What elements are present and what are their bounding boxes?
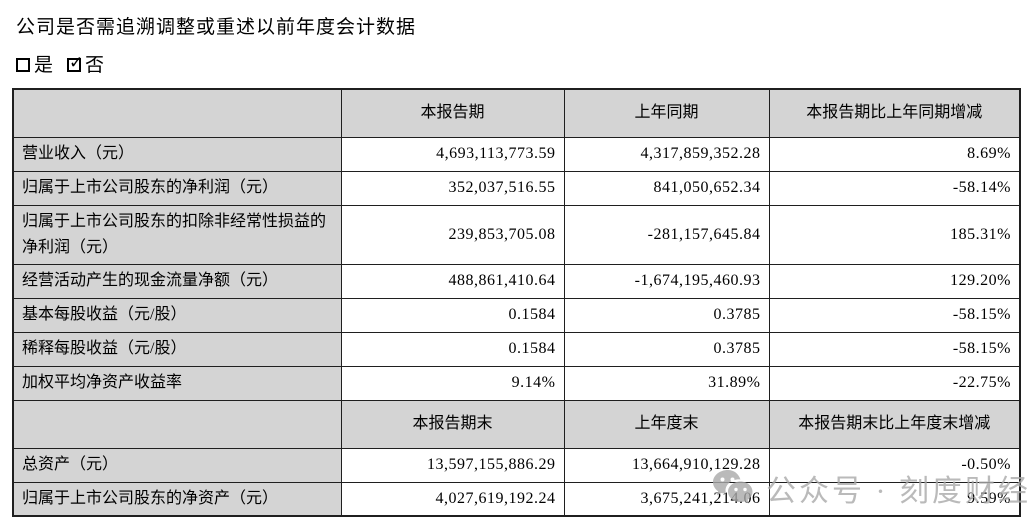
row-label: 基本每股收益（元/股） xyxy=(12,297,342,333)
value-current: 352,037,516.55 xyxy=(340,170,565,206)
row-label: 营业收入（元） xyxy=(12,136,342,172)
row-label: 加权平均净资产收益率 xyxy=(12,365,342,401)
value-current: 13,597,155,886.29 xyxy=(340,447,565,483)
value-change: 8.69% xyxy=(768,136,1021,172)
value-prior: 3,675,241,214.06 xyxy=(563,481,770,517)
value-change: 9.59% xyxy=(768,481,1021,517)
header-blank-cell xyxy=(12,88,342,138)
value-current: 239,853,705.08 xyxy=(340,204,565,265)
value-prior: 31.89% xyxy=(563,365,770,401)
value-prior: 4,317,859,352.28 xyxy=(563,136,770,172)
value-prior: 0.3785 xyxy=(563,331,770,367)
value-change: -0.50% xyxy=(768,447,1021,483)
table-row: 稀释每股收益（元/股） 0.1584 0.3785 -58.15% xyxy=(12,331,1021,367)
table-row: 营业收入（元） 4,693,113,773.59 4,317,859,352.28 8… xyxy=(12,136,1021,172)
header-current-period-end: 本报告期末 xyxy=(340,399,565,449)
value-current: 4,027,619,192.24 xyxy=(340,481,565,517)
value-change: -22.75% xyxy=(768,365,1021,401)
value-prior: -281,157,645.84 xyxy=(563,204,770,265)
checkbox-yes-unchecked-icon xyxy=(16,57,30,72)
table-row: 总资产（元） 13,597,155,886.29 13,664,910,129.28… xyxy=(12,447,1021,483)
table-row: 基本每股收益（元/股） 0.1584 0.3785 -58.15% xyxy=(12,297,1021,333)
table-header-row-end-of-period: 本报告期末 上年度末 本报告期末比上年度末增减 xyxy=(12,399,1021,449)
key-financials-table: 本报告期 上年同期 本报告期比上年同期增减 营业收入（元） 4,693,113,7… xyxy=(12,88,1021,517)
table-row: 归属于上市公司股东的净资产（元） 4,027,619,192.24 3,675,24… xyxy=(12,481,1021,517)
value-current: 488,861,410.64 xyxy=(340,263,565,299)
value-prior: 841,050,652.34 xyxy=(563,170,770,206)
option-yes-label: 是 xyxy=(34,55,54,76)
value-current: 0.1584 xyxy=(340,297,565,333)
row-label: 归属于上市公司股东的净资产（元） xyxy=(12,481,342,517)
value-change: 129.20% xyxy=(768,263,1021,299)
table-row: 归属于上市公司股东的净利润（元） 352,037,516.55 841,050,65… xyxy=(12,170,1021,206)
header-current-period: 本报告期 xyxy=(340,88,565,138)
value-change: -58.15% xyxy=(768,331,1021,367)
restatement-question-text: 公司是否需追溯调整或重述以前年度会计数据 xyxy=(16,17,417,38)
value-prior: 13,664,910,129.28 xyxy=(563,447,770,483)
row-label: 稀释每股收益（元/股） xyxy=(12,331,342,367)
row-label: 总资产（元） xyxy=(12,447,342,483)
header-prior-year-end: 上年度末 xyxy=(563,399,770,449)
table-row: 经营活动产生的现金流量净额（元） 488,861,410.64 -1,674,195… xyxy=(12,263,1021,299)
row-label: 归属于上市公司股东的扣除非经常性损益的净利润（元） xyxy=(12,204,342,265)
option-yes: 是 xyxy=(16,50,53,77)
restatement-options: 是 否 xyxy=(16,50,104,77)
value-prior: 0.3785 xyxy=(563,297,770,333)
value-current: 9.14% xyxy=(340,365,565,401)
header-period-end-change: 本报告期末比上年度末增减 xyxy=(768,399,1021,449)
table-row: 加权平均净资产收益率 9.14% 31.89% -22.75% xyxy=(12,365,1021,401)
value-current: 0.1584 xyxy=(340,331,565,367)
row-label: 归属于上市公司股东的净利润（元） xyxy=(12,170,342,206)
header-blank-cell xyxy=(12,399,342,449)
value-current: 4,693,113,773.59 xyxy=(340,136,565,172)
table-row: 归属于上市公司股东的扣除非经常性损益的净利润（元） 239,853,705.08-… xyxy=(12,204,1021,265)
header-period-change: 本报告期比上年同期增减 xyxy=(768,88,1021,138)
table-header-row-period: 本报告期 上年同期 本报告期比上年同期增减 xyxy=(12,88,1021,138)
row-label: 经营活动产生的现金流量净额（元） xyxy=(12,263,342,299)
header-prior-period: 上年同期 xyxy=(563,88,770,138)
value-change: -58.15% xyxy=(768,297,1021,333)
value-prior: -1,674,195,460.93 xyxy=(563,263,770,299)
checkbox-no-checked-icon xyxy=(67,53,83,73)
option-no: 否 xyxy=(67,50,104,77)
value-change: -58.14% xyxy=(768,170,1021,206)
option-no-label: 否 xyxy=(85,55,105,76)
value-change: 185.31% xyxy=(768,204,1021,265)
